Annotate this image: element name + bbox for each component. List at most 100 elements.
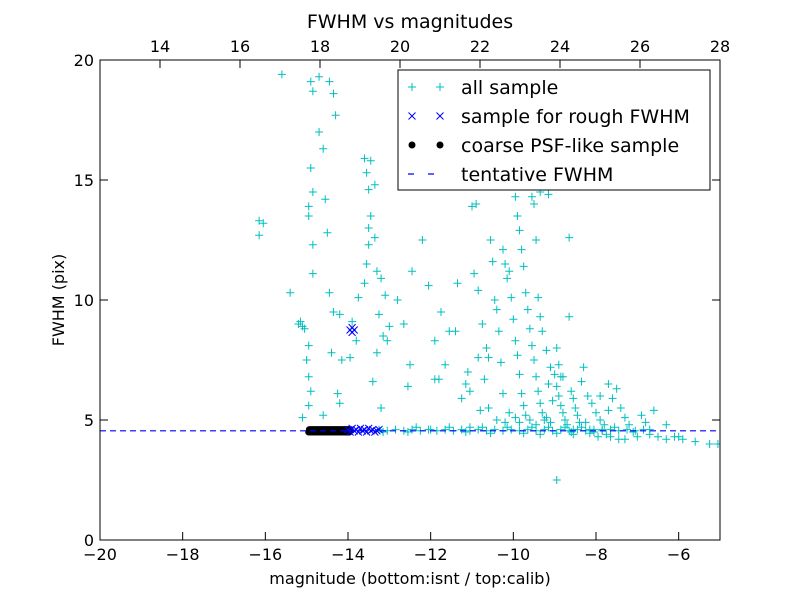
all-sample-point xyxy=(474,286,483,295)
x-tick-label: −20 xyxy=(83,545,117,564)
all-sample-point xyxy=(519,262,528,271)
all-sample-point xyxy=(434,375,443,384)
all-sample-point xyxy=(255,231,264,240)
all-sample-point xyxy=(616,404,625,412)
all-sample-point xyxy=(304,212,313,220)
all-sample-point xyxy=(308,240,317,249)
all-sample-point xyxy=(536,430,545,439)
legend-item: sample for rough FWHM xyxy=(408,106,690,128)
all-sample-point xyxy=(496,358,505,367)
all-sample-point xyxy=(325,288,334,297)
all-sample-point xyxy=(554,360,563,369)
all-sample-point xyxy=(457,394,466,403)
all-sample-point xyxy=(418,236,427,244)
all-sample-point xyxy=(484,404,493,412)
all-sample-point xyxy=(302,356,311,364)
all-sample-point xyxy=(527,423,536,432)
x-tick-label: −14 xyxy=(331,545,365,564)
y-tick-label: 20 xyxy=(74,51,94,70)
all-sample-point xyxy=(393,296,402,304)
all-sample-point xyxy=(366,212,375,220)
legend-plus-marker xyxy=(408,83,416,91)
x-tick-label: −8 xyxy=(584,545,608,564)
top-x-tick-label: 18 xyxy=(310,37,330,56)
legend-plus-marker xyxy=(436,83,444,91)
all-sample-point xyxy=(517,245,526,254)
all-sample-point xyxy=(300,324,309,333)
all-sample-point xyxy=(430,336,439,345)
all-sample-point xyxy=(511,336,520,345)
all-sample-point xyxy=(540,425,549,434)
all-sample-point xyxy=(612,384,621,393)
all-sample-point xyxy=(592,408,600,417)
plot-marks xyxy=(100,70,720,484)
all-sample-point xyxy=(391,425,400,434)
all-sample-point xyxy=(585,429,594,438)
all-sample-point xyxy=(348,317,357,326)
all-sample-point xyxy=(286,288,295,297)
all-sample-point xyxy=(315,128,324,136)
all-sample-point xyxy=(633,432,642,441)
all-sample-point xyxy=(337,356,346,364)
all-sample-point xyxy=(544,190,553,199)
all-sample-point xyxy=(375,310,383,319)
legend-dot-marker xyxy=(408,141,416,149)
all-sample-point xyxy=(544,380,553,388)
all-sample-point xyxy=(399,320,408,328)
rough-fwhm-point xyxy=(373,426,381,435)
all-sample-point xyxy=(461,428,470,436)
all-sample-point xyxy=(304,341,313,350)
all-sample-point xyxy=(492,305,501,314)
all-sample-point xyxy=(331,111,340,120)
all-sample-point xyxy=(372,267,381,276)
top-x-tick-label: 28 xyxy=(710,37,730,56)
legend-item: tentative FWHM xyxy=(408,164,613,186)
all-sample-point xyxy=(561,416,569,424)
all-sample-point xyxy=(441,425,450,434)
all-sample-point xyxy=(306,387,315,396)
x-tick-label: −6 xyxy=(667,545,691,564)
axis-ticks: −20 −18 −16 −14 −12 −10 −8 −6 14 16 18 20 22 24 26 28 0 5… xyxy=(74,37,731,564)
all-sample-point xyxy=(360,279,369,288)
all-sample-point xyxy=(519,401,528,410)
all-sample-point xyxy=(561,423,569,432)
legend-box xyxy=(397,69,711,191)
all-sample-point xyxy=(558,408,567,417)
all-sample-point xyxy=(606,425,615,434)
all-sample-point xyxy=(445,423,454,432)
all-sample-point xyxy=(530,200,538,208)
x-axis-title: magnitude (bottom:isnt / top:calib) xyxy=(269,569,550,588)
all-sample-point xyxy=(521,411,530,420)
all-sample-point xyxy=(691,437,700,446)
all-sample-point xyxy=(573,425,582,434)
all-sample-point xyxy=(513,212,522,220)
all-sample-point xyxy=(581,418,590,427)
all-sample-point xyxy=(509,315,518,324)
all-sample-point xyxy=(484,353,493,362)
all-sample-point xyxy=(579,363,588,372)
all-sample-point xyxy=(639,425,648,434)
all-sample-point xyxy=(408,425,417,434)
all-sample-point xyxy=(364,185,373,194)
all-sample-point xyxy=(499,245,507,254)
all-sample-point xyxy=(536,399,545,408)
x-tick-label: −18 xyxy=(166,545,200,564)
all-sample-point xyxy=(499,389,507,398)
all-sample-point xyxy=(515,370,524,379)
all-sample-point xyxy=(501,260,510,268)
all-sample-point xyxy=(546,363,555,372)
all-sample-point xyxy=(556,401,565,410)
all-sample-point xyxy=(577,377,586,386)
all-sample-point xyxy=(600,420,609,429)
all-sample-point xyxy=(304,202,313,211)
y-tick-label: 0 xyxy=(84,531,94,550)
all-sample-point xyxy=(614,435,623,444)
all-sample-point xyxy=(308,269,317,278)
all-sample-point xyxy=(606,432,615,441)
all-sample-point xyxy=(492,416,501,424)
all-sample-point xyxy=(372,348,381,357)
rough-fwhm-point xyxy=(375,425,383,434)
all-sample-point xyxy=(296,317,305,326)
all-sample-point xyxy=(554,392,563,400)
